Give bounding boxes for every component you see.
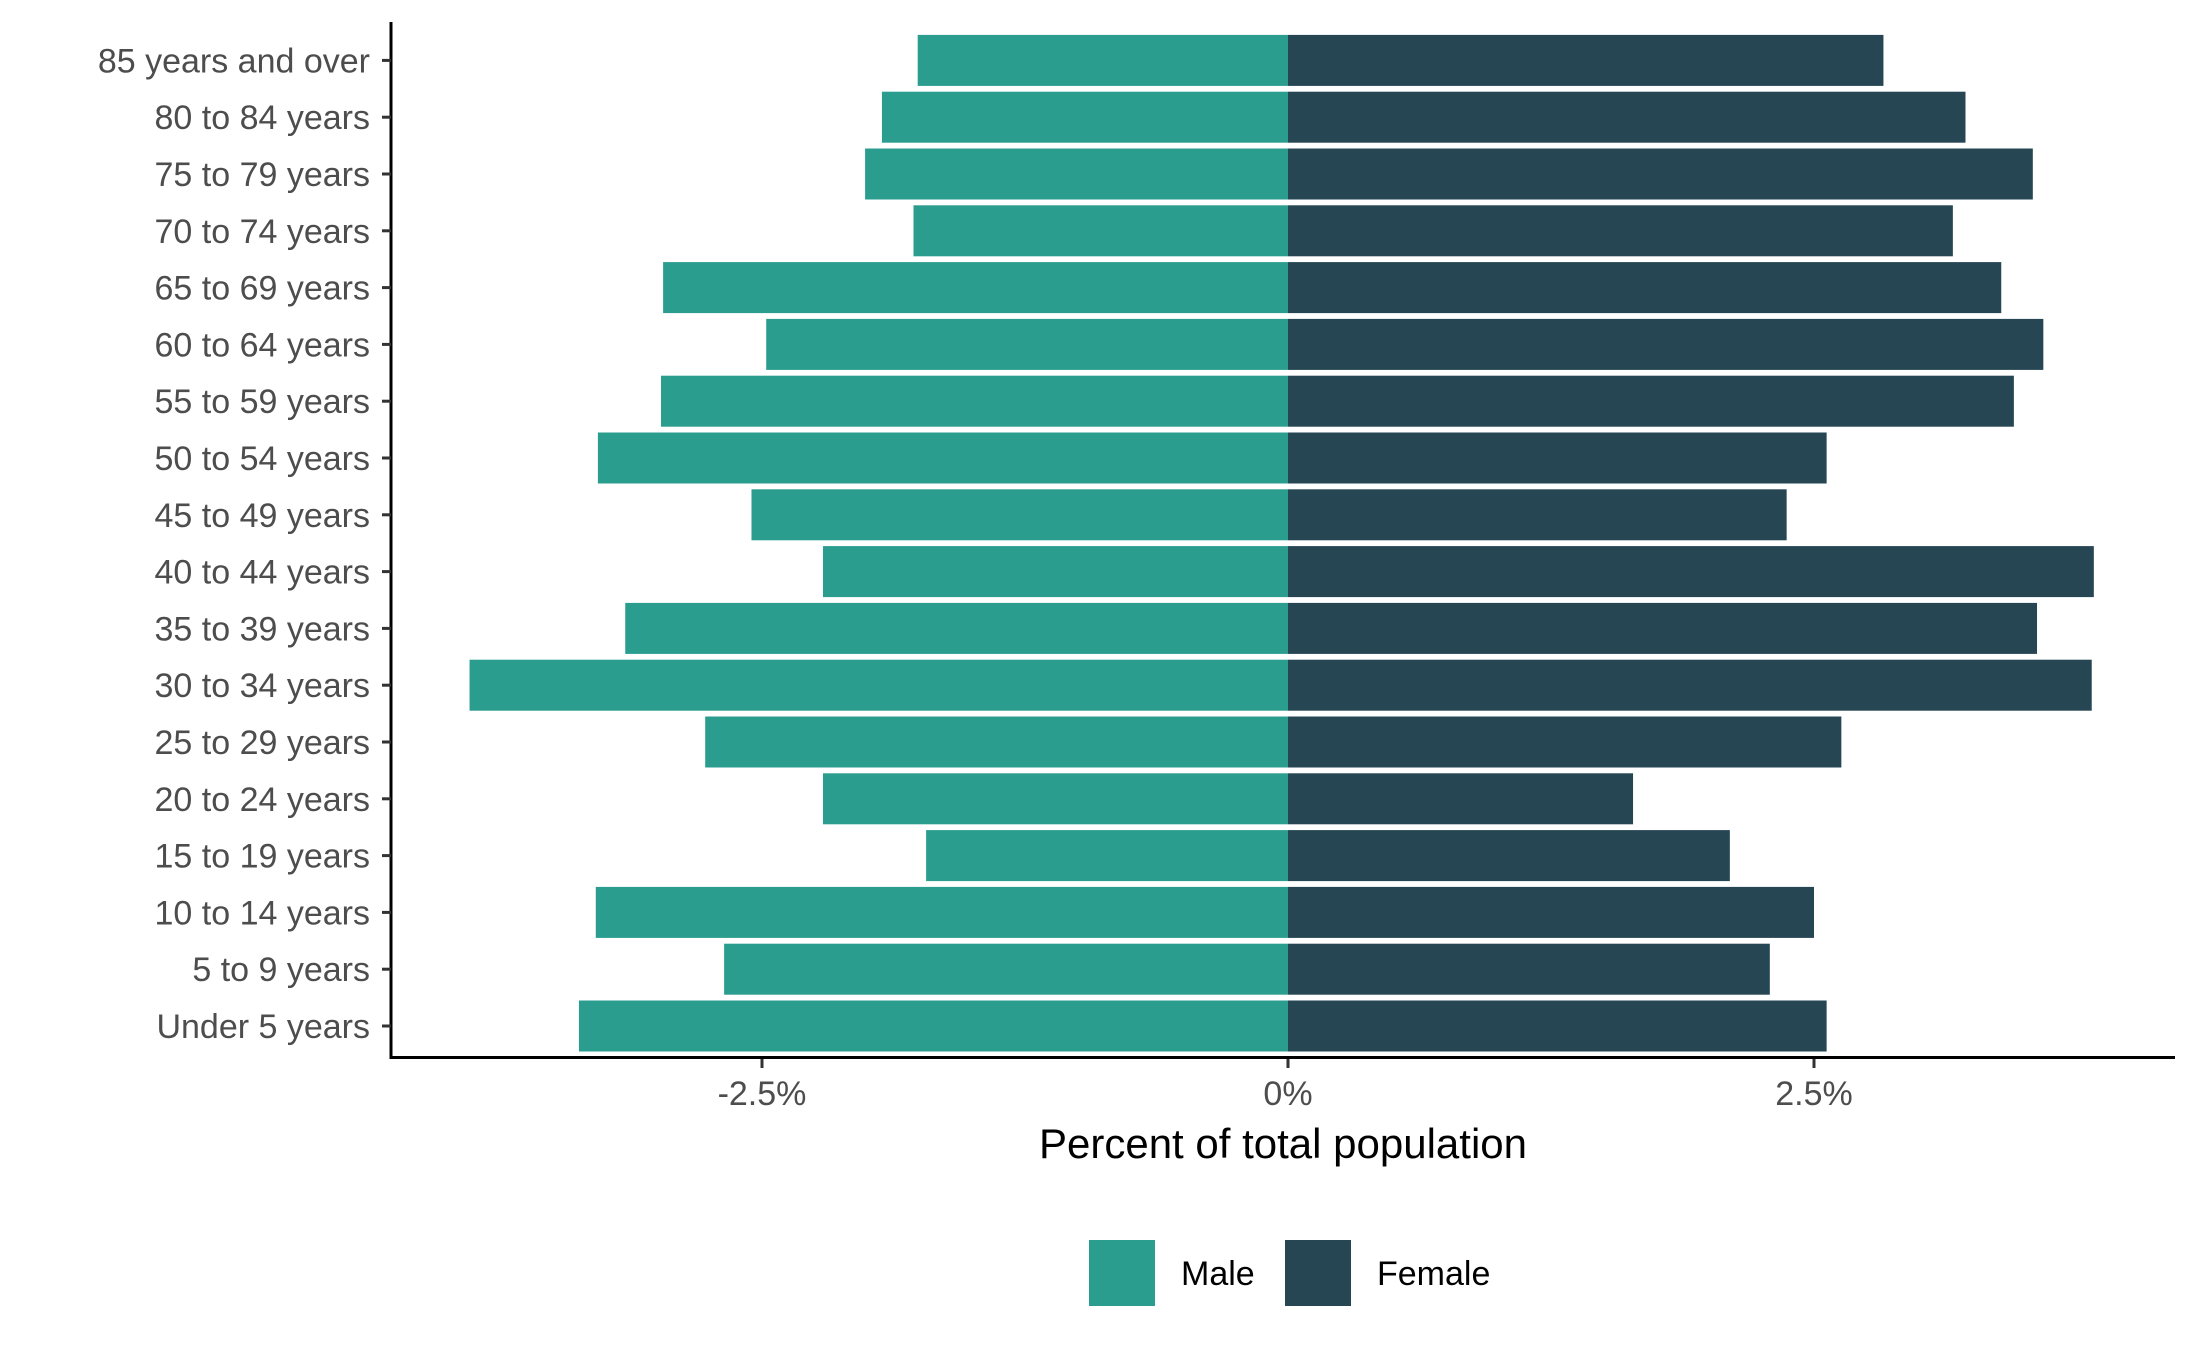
y-tick-label: 35 to 39 years <box>155 610 370 648</box>
bar-male-2 <box>595 886 1288 938</box>
bar-female-12 <box>1288 318 2044 370</box>
y-tick-label: 45 to 49 years <box>155 497 370 535</box>
bar-female-3 <box>1288 830 1730 882</box>
bar-female-11 <box>1288 375 2014 427</box>
y-tick-label: 60 to 64 years <box>155 326 370 364</box>
bar-male-10 <box>597 432 1288 484</box>
bar-male-1 <box>724 943 1288 995</box>
bar-female-4 <box>1288 773 1634 825</box>
bar-male-4 <box>823 773 1288 825</box>
bar-female-5 <box>1288 716 1842 768</box>
bar-male-8 <box>823 546 1288 598</box>
bar-male-13 <box>663 262 1288 314</box>
bar-female-8 <box>1288 546 2094 598</box>
y-ticks: Under 5 years 5 to 9 years 10 to 14 years 1… <box>98 42 391 1046</box>
x-tick-label: 2.5% <box>1775 1075 1853 1113</box>
bar-female-13 <box>1288 262 2002 314</box>
y-tick-label: 25 to 29 years <box>155 724 370 762</box>
y-tick-label: 20 to 24 years <box>155 781 370 819</box>
legend-key-female <box>1285 1240 1351 1306</box>
bar-female-15 <box>1288 148 2033 200</box>
x-tick-label: -2.5% <box>718 1075 807 1113</box>
bar-female-2 <box>1288 886 1814 938</box>
bar-female-6 <box>1288 659 2092 711</box>
bar-male-14 <box>913 205 1288 257</box>
bar-male-17 <box>917 34 1288 86</box>
bar-male-5 <box>705 716 1288 768</box>
bar-male-0 <box>578 1000 1288 1052</box>
y-tick-label: 65 to 69 years <box>155 270 370 308</box>
bar-female-17 <box>1288 34 1884 86</box>
y-tick-label: 10 to 14 years <box>155 894 370 932</box>
bar-female-9 <box>1288 489 1787 541</box>
bars-layer <box>469 34 2094 1052</box>
legend-label-female: Female <box>1377 1255 1490 1293</box>
bar-male-9 <box>751 489 1288 541</box>
x-axis: -2.5% 0% 2.5% <box>391 1056 2175 1113</box>
bar-female-16 <box>1288 91 1966 143</box>
bar-male-6 <box>469 659 1288 711</box>
y-tick-label: 75 to 79 years <box>155 156 370 194</box>
x-axis-title: Percent of total population <box>1039 1120 1527 1167</box>
y-tick-label: 50 to 54 years <box>155 440 370 478</box>
x-ticks: -2.5% 0% 2.5% <box>718 1059 1853 1113</box>
bar-female-1 <box>1288 943 1770 995</box>
y-tick-label: 55 to 59 years <box>155 383 370 421</box>
bar-female-10 <box>1288 432 1827 484</box>
y-tick-label: Under 5 years <box>156 1008 370 1046</box>
bar-female-0 <box>1288 1000 1827 1052</box>
bar-male-7 <box>625 602 1288 654</box>
bar-male-11 <box>661 375 1288 427</box>
bar-female-7 <box>1288 602 2038 654</box>
legend: Male Female <box>1089 1240 1490 1306</box>
y-tick-label: 80 to 84 years <box>155 99 370 137</box>
y-axis: Under 5 years 5 to 9 years 10 to 14 years 1… <box>98 22 393 1059</box>
bar-male-15 <box>865 148 1288 200</box>
bar-male-12 <box>766 318 1288 370</box>
bar-male-3 <box>926 830 1288 882</box>
y-tick-label: 70 to 74 years <box>155 213 370 251</box>
y-tick-label: 30 to 34 years <box>155 667 370 705</box>
y-tick-label: 40 to 44 years <box>155 554 370 592</box>
bar-male-16 <box>881 91 1288 143</box>
legend-label-male: Male <box>1181 1255 1255 1293</box>
y-tick-label: 85 years and over <box>98 42 370 80</box>
x-tick-label: 0% <box>1263 1075 1312 1113</box>
y-tick-label: 5 to 9 years <box>192 951 370 989</box>
legend-key-male <box>1089 1240 1155 1306</box>
y-tick-label: 15 to 19 years <box>155 838 370 876</box>
bar-female-14 <box>1288 205 1953 257</box>
